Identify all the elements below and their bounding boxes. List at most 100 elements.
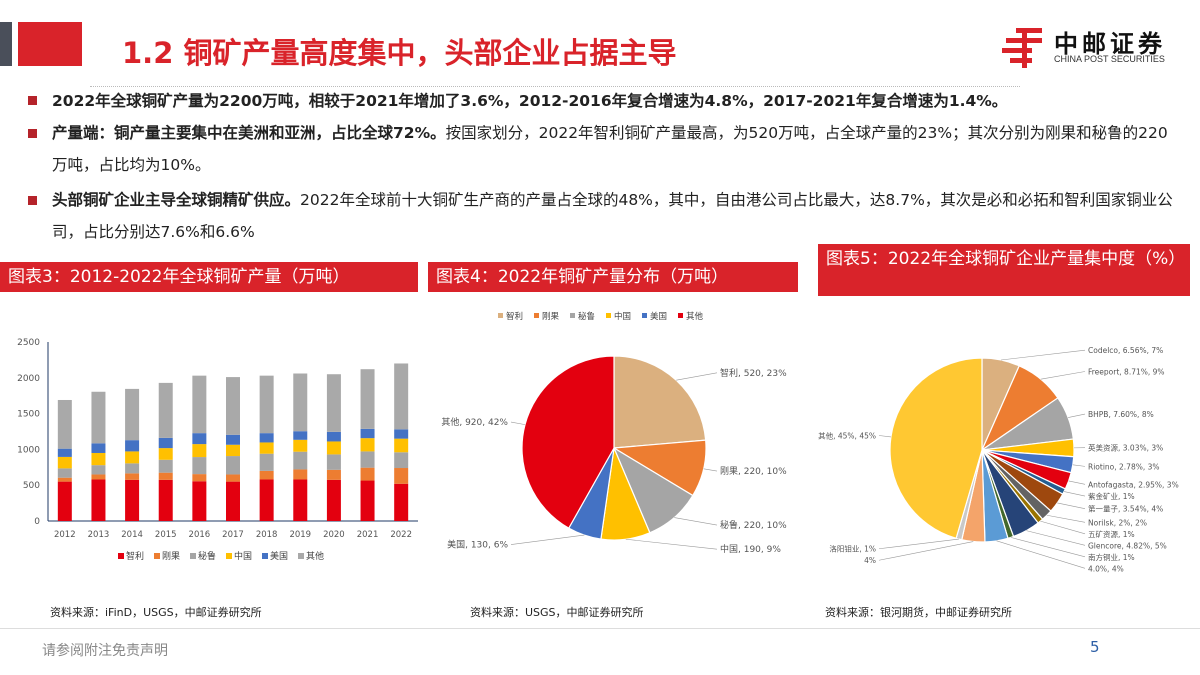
bar-segment-秘鲁-2012 xyxy=(57,468,72,478)
data-label: 洛阳钼业, 1% xyxy=(829,544,876,554)
bar-segment-其他-2014 xyxy=(125,388,140,441)
x-tick-label: 2022 xyxy=(390,530,412,540)
data-label: BHPB, 7.60%, 8% xyxy=(1088,410,1154,419)
chart5-title: 图表5：2022年全球铜矿企业产量集中度（%） xyxy=(818,244,1190,296)
legend-swatch xyxy=(570,313,575,318)
bar-segment-其他-2018 xyxy=(259,375,274,434)
leader-line xyxy=(1072,464,1086,467)
leader-line xyxy=(878,435,891,438)
y-tick-label: 500 xyxy=(23,481,40,491)
data-label: Freeport, 8.71%, 9% xyxy=(1088,368,1165,377)
header-divider xyxy=(90,86,1020,87)
legend-label: 智利 xyxy=(126,550,144,562)
pie-slice xyxy=(889,357,983,540)
source-note-3: 资料来源：iFinD，USGS，中邮证券研究所 xyxy=(50,606,262,619)
leader-line xyxy=(878,538,959,550)
y-tick-label: 2000 xyxy=(17,374,40,384)
bar-segment-智利-2012 xyxy=(57,481,72,521)
legend-swatch xyxy=(154,553,160,559)
bar-segment-其他-2022 xyxy=(394,363,409,430)
bar-segment-中国-2012 xyxy=(57,456,72,469)
bar-segment-美国-2022 xyxy=(394,429,409,439)
bar-segment-美国-2015 xyxy=(158,437,173,449)
data-label: 英美资源, 3.03%, 3% xyxy=(1088,443,1163,453)
bar-segment-刚果-2015 xyxy=(158,472,173,480)
data-label: 五矿资源, 1% xyxy=(1088,529,1135,539)
data-label: 刚果, 220, 10% xyxy=(720,466,787,477)
leader-line xyxy=(674,517,718,526)
bar-segment-美国-2014 xyxy=(125,440,140,452)
bar-segment-其他-2017 xyxy=(226,377,240,435)
y-tick-label: 1500 xyxy=(17,410,40,420)
bar-segment-美国-2021 xyxy=(360,428,375,439)
legend-label: 中国 xyxy=(234,550,252,562)
bar-segment-刚果-2012 xyxy=(57,477,72,482)
legend-swatch xyxy=(118,553,124,559)
header-accent-block xyxy=(18,22,82,66)
leader-line xyxy=(1068,413,1086,418)
legend-label: 智利 xyxy=(506,311,523,322)
legend-swatch xyxy=(606,313,611,318)
bar-segment-中国-2016 xyxy=(192,444,207,458)
data-label: 中国, 190, 9% xyxy=(720,543,781,555)
data-label: Glencore, 4.82%, 5% xyxy=(1088,541,1167,550)
bar-segment-秘鲁-2013 xyxy=(91,465,106,475)
leader-line xyxy=(996,540,1086,569)
bar-segment-美国-2016 xyxy=(192,433,207,445)
leader-line xyxy=(1064,491,1086,497)
chart4-title: 图表4：2022年铜矿产量分布（万吨） xyxy=(428,262,798,292)
bar-segment-秘鲁-2016 xyxy=(192,457,207,475)
legend-label: 秘鲁 xyxy=(198,550,216,562)
x-tick-label: 2017 xyxy=(222,530,244,540)
leader-line xyxy=(1040,520,1086,535)
leader-line xyxy=(1057,502,1086,509)
leader-line xyxy=(510,421,526,425)
bar-segment-中国-2022 xyxy=(394,438,409,453)
bar-segment-智利-2018 xyxy=(259,479,274,521)
bar-segment-刚果-2022 xyxy=(394,468,409,484)
data-label: 其他, 920, 42% xyxy=(441,416,508,428)
bar-segment-其他-2016 xyxy=(192,375,207,434)
footer-divider xyxy=(0,628,1200,629)
legend-label: 美国 xyxy=(270,550,288,562)
leader-line xyxy=(676,372,718,381)
bar-segment-智利-2014 xyxy=(125,479,140,521)
pie-slice xyxy=(521,355,615,529)
x-tick-label: 2021 xyxy=(357,530,379,540)
bar-segment-中国-2014 xyxy=(125,451,140,464)
bar-segment-其他-2013 xyxy=(91,391,106,444)
leader-line xyxy=(510,534,585,545)
data-label: 秘鲁, 220, 10% xyxy=(720,519,787,531)
bar-segment-刚果-2019 xyxy=(293,469,308,480)
x-tick-label: 2016 xyxy=(189,530,211,540)
legend-swatch xyxy=(534,313,539,318)
company-pie-chart: Codelco, 6.56%, 7% Freeport, 8.71%, 9% BHP… xyxy=(818,346,1179,573)
bar-segment-秘鲁-2021 xyxy=(360,451,375,468)
y-tick-label: 1000 xyxy=(17,445,40,455)
bar-segment-智利-2019 xyxy=(293,479,308,521)
data-label: Antofagasta, 2.95%, 3% xyxy=(1088,480,1179,489)
x-tick-label: 2013 xyxy=(88,530,110,540)
leader-line xyxy=(703,468,718,472)
x-tick-label: 2018 xyxy=(256,530,278,540)
data-label: Codelco, 6.56%, 7% xyxy=(1088,346,1163,355)
bar-segment-刚果-2018 xyxy=(259,470,274,480)
bar-segment-刚果-2016 xyxy=(192,474,207,482)
bullet-3: 头部铜矿企业主导全球铜精矿供应。2022年全球前十大铜矿生产商的产量占全球的48… xyxy=(28,184,1178,248)
bar-segment-刚果-2013 xyxy=(91,474,106,480)
bar-segment-美国-2012 xyxy=(57,448,72,457)
logo-text: 中邮证券 xyxy=(1054,30,1166,58)
chart3-title: 图表3：2012-2022年全球铜矿产量（万吨） xyxy=(0,262,418,292)
bar-segment-中国-2013 xyxy=(91,452,106,466)
page-title: 1.2 铜矿产量高度集中，头部企业占据主导 xyxy=(122,36,677,70)
bar-segment-美国-2020 xyxy=(326,431,341,442)
bar-segment-中国-2017 xyxy=(226,444,240,457)
data-label: 紫金矿业, 1% xyxy=(1088,491,1135,501)
bar-segment-其他-2012 xyxy=(57,399,72,449)
bar-segment-秘鲁-2020 xyxy=(326,454,341,470)
leader-line xyxy=(1000,349,1086,361)
bar-segment-智利-2022 xyxy=(394,483,409,521)
bar-segment-其他-2015 xyxy=(158,382,173,438)
bar-segment-中国-2015 xyxy=(158,448,173,460)
